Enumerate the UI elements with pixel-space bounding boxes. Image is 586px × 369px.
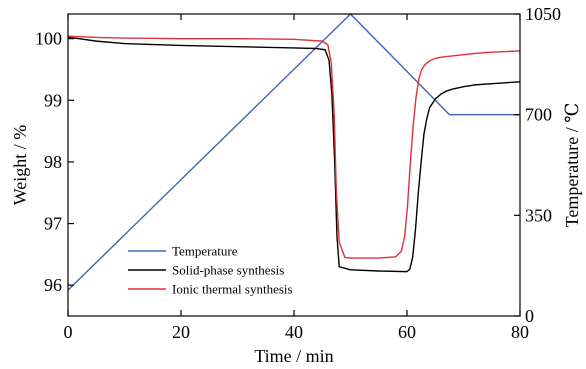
series-line-2 (67, 35, 521, 259)
y-left-tick-label: 97 (44, 214, 62, 234)
x-tick-label: 80 (511, 322, 529, 342)
y-right-tick-label: 350 (525, 205, 552, 225)
legend-label-temperature: Temperature (172, 244, 238, 259)
y-left-tick-label: 99 (44, 90, 62, 110)
x-axis-title: Time / min (254, 346, 333, 366)
series-layer (67, 13, 521, 291)
x-tick-label: 20 (172, 322, 190, 342)
y-right-axis-title: Temperature / ℃ (562, 103, 582, 228)
y-left-axis-title: Weight / % (10, 125, 30, 206)
ticks-layer: 0 20 40 60 80 96 97 98 99 100 0 350 700 1050 (35, 4, 561, 342)
series-line-1 (67, 36, 521, 273)
x-tick-label: 40 (285, 322, 303, 342)
legend-label-solid-phase: Solid-phase synthesis (172, 263, 284, 278)
y-left-tick-label: 98 (44, 152, 62, 172)
legend-label-ionic-thermal: Ionic thermal synthesis (172, 282, 293, 297)
y-right-tick-label: 1050 (525, 4, 561, 24)
y-left-tick-label: 100 (35, 29, 62, 49)
y-left-tick-label: 96 (44, 275, 62, 295)
y-right-tick-label: 700 (525, 105, 552, 125)
x-tick-label: 60 (398, 322, 416, 342)
plot-frame (67, 13, 521, 317)
series-line-0 (67, 13, 520, 291)
y-right-tick-label: 0 (525, 306, 534, 326)
legend: Temperature Solid-phase synthesis Ionic … (128, 244, 293, 297)
x-tick-label: 0 (64, 322, 73, 342)
